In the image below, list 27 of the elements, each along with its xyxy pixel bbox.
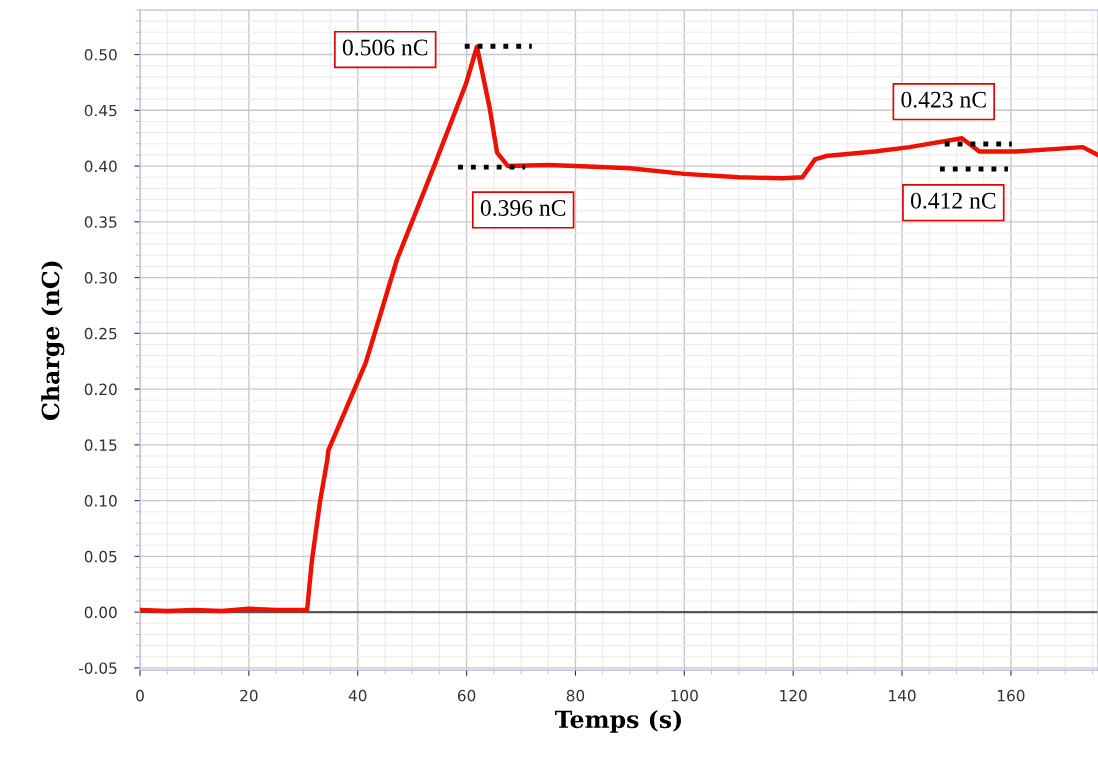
y-tick-label: 0.05 (84, 550, 117, 563)
y-tick-label: 0.15 (84, 439, 117, 451)
y-axis-title: Charge (nC) (41, 261, 65, 420)
x-tick-label: 80 (566, 689, 585, 702)
x-tick-label: 40 (348, 689, 367, 702)
x-tick-label: 0 (136, 689, 144, 702)
x-tick-label: 160 (998, 689, 1025, 702)
y-tick-label: 0.40 (84, 160, 117, 173)
y-tick-label: 0.20 (84, 383, 117, 396)
annotation: 0.412 nC (910, 192, 996, 209)
x-tick-label: 20 (240, 689, 258, 702)
x-axis-title: Temps (s) (555, 709, 682, 733)
annotation: 0.396 nC (480, 199, 566, 216)
annotation: 0.506 nC (342, 39, 428, 56)
x-tick-label: 120 (780, 689, 807, 702)
x-tick-label: 140 (889, 689, 916, 702)
x-tick-label: 60 (457, 689, 476, 702)
y-tick-label: 0.30 (84, 272, 117, 284)
annotation: 0.423 nC (901, 91, 986, 108)
y-tick-label: 0.45 (84, 104, 117, 117)
x-tick-label: 100 (671, 689, 698, 702)
y-tick-label: -0.05 (78, 662, 117, 674)
y-tick-label: 0.00 (84, 606, 117, 619)
y-tick-label: 0.10 (84, 495, 117, 507)
y-tick-label: 0.25 (84, 327, 117, 340)
y-tick-label: 0.35 (84, 216, 117, 228)
y-tick-label: 0.50 (84, 49, 117, 61)
